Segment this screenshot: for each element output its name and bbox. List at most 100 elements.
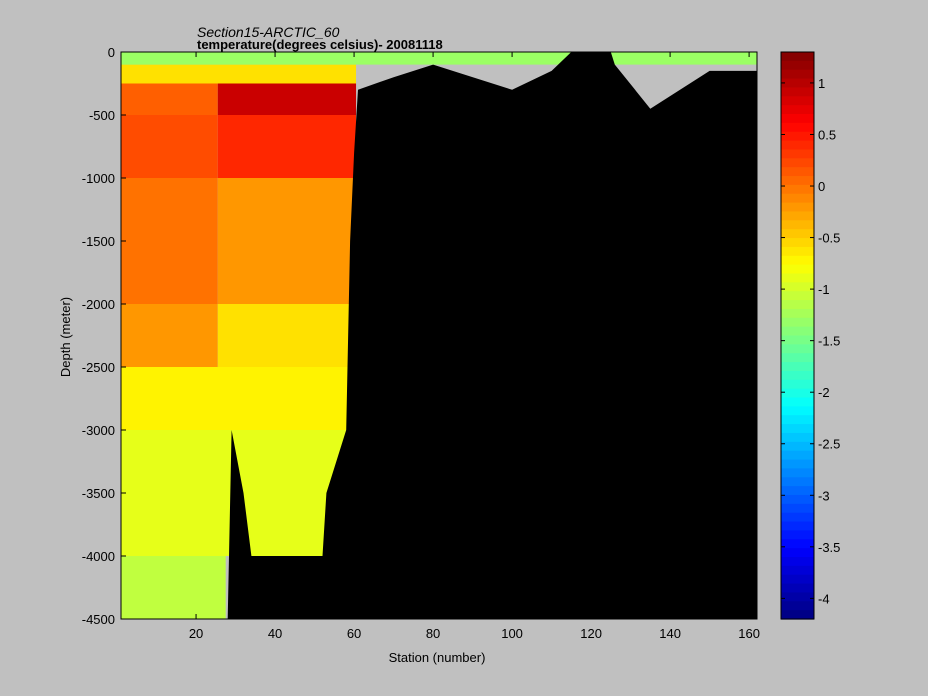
y-tick-label: -3000 [82, 423, 115, 438]
colorbar-segment [781, 282, 814, 292]
colorbar-segment [781, 176, 814, 186]
colorbar-tick-label: -2 [818, 385, 830, 400]
colorbar-segment [781, 459, 814, 469]
colorbar-segment [781, 140, 814, 151]
y-axis: 0 -500 -1000 -1500 -2000 -2500 -3000 -3500 -4000… [82, 45, 757, 627]
colorbar-segment [781, 131, 814, 142]
colorbar-segment [781, 610, 814, 620]
colorbar-segment [781, 503, 814, 514]
heatmap-cell [121, 178, 218, 304]
y-tick-label: -2000 [82, 297, 115, 312]
heatmap-cell [121, 52, 757, 65]
colorbar-tick-label: -3.5 [818, 540, 840, 555]
x-tick-label: 100 [501, 626, 523, 641]
colorbar-segment [781, 601, 814, 611]
colorbar-segment [781, 344, 814, 354]
colorbar-tick-label: 1 [818, 76, 825, 91]
colorbar-segment [781, 184, 814, 195]
x-tick-label: 160 [738, 626, 760, 641]
colorbar-tick-label: 0 [818, 179, 825, 194]
colorbar-segment [781, 255, 814, 266]
colorbar-segment [781, 114, 814, 124]
colorbar-segment [781, 308, 814, 319]
heatmap-cell [121, 83, 218, 115]
y-tick-label: -500 [89, 108, 115, 123]
seafloor-mask [121, 52, 757, 619]
y-tick-label: -1000 [82, 171, 115, 186]
colorbar-segment [781, 78, 814, 89]
colorbar-segment [781, 273, 814, 283]
colorbar-segment [781, 362, 814, 372]
colorbar-segment [781, 238, 814, 248]
colorbar-segment [781, 539, 814, 549]
colorbar-segment [781, 291, 814, 301]
colorbar-segment [781, 565, 814, 576]
colorbar-segment [781, 52, 814, 62]
x-tick-label: 20 [189, 626, 203, 641]
colorbar-tick-label: -1.5 [818, 334, 840, 349]
colorbar-segment [781, 211, 814, 221]
colorbar-frame [780, 51, 815, 620]
colorbar-segment [781, 87, 814, 97]
colorbar-segment [781, 370, 814, 381]
x-tick-label: 80 [426, 626, 440, 641]
colorbar-segment [781, 96, 814, 106]
colorbar-segment [781, 220, 814, 230]
heatmap-cell [217, 304, 357, 367]
heatmap-cell [121, 304, 218, 367]
colorbar-segment [781, 424, 814, 434]
colorbar-segment [781, 432, 814, 443]
colorbar-segment [781, 468, 814, 478]
x-tick-label: 40 [268, 626, 282, 641]
heatmap-cell [121, 367, 357, 430]
colorbar-segment [781, 486, 814, 496]
colorbar-segment [781, 512, 814, 523]
y-tick-label: 0 [108, 45, 115, 60]
x-axis-label: Station (number) [389, 650, 486, 665]
heatmap-cell [217, 115, 357, 178]
colorbar-segment [781, 583, 814, 594]
colorbar-segment [781, 477, 814, 487]
colorbar-segment [781, 246, 814, 257]
colorbar-segment [781, 530, 814, 540]
plot-frame [120, 51, 758, 620]
colorbar-segment [781, 406, 814, 416]
colorbar-segment [781, 122, 814, 133]
heatmap-cell [217, 178, 357, 304]
colorbar-tick-label: -3 [818, 488, 830, 503]
colorbar-tick-label: -4 [818, 591, 830, 606]
colorbar-segment [781, 521, 814, 532]
x-tick-label: 60 [347, 626, 361, 641]
colorbar-segment [781, 388, 814, 399]
chart-subtitle: temperature(degrees celsius)- 20081118 [197, 37, 443, 52]
colorbar-segment [781, 202, 814, 213]
y-tick-label: -1500 [82, 234, 115, 249]
x-axis: 20 40 60 80 100 120 140 160 [189, 52, 760, 641]
colorbar: 1 0.5 0 -0.5 -1 -1.5 -2 -2.5 -3 -3.5 -4 [780, 51, 840, 620]
colorbar-segment [781, 193, 814, 204]
colorbar-segment [781, 167, 814, 177]
land-mask [121, 52, 757, 619]
heatmap-cell [121, 115, 218, 178]
x-tick-label: 120 [580, 626, 602, 641]
colorbar-segment [781, 548, 814, 558]
colorbar-tick-label: -0.5 [818, 231, 840, 246]
colorbar-segment [781, 574, 814, 585]
y-tick-label: -4500 [82, 612, 115, 627]
colorbar-segment [781, 300, 814, 310]
colorbar-segment [781, 494, 814, 505]
y-tick-label: -2500 [82, 360, 115, 375]
colorbar-segment [781, 441, 814, 452]
y-axis-label: Depth (meter) [58, 297, 73, 377]
colorbar-segment [781, 397, 814, 407]
heatmap-cell [121, 556, 226, 619]
colorbar-segment [781, 379, 814, 390]
colorbar-segment [781, 556, 814, 567]
colorbar-segment [781, 592, 814, 602]
colorbar-segment [781, 60, 814, 71]
colorbar-tick-label: -2.5 [818, 437, 840, 452]
colorbar-segment [781, 353, 814, 363]
y-tick-label: -4000 [82, 549, 115, 564]
colorbar-segment [781, 229, 814, 239]
